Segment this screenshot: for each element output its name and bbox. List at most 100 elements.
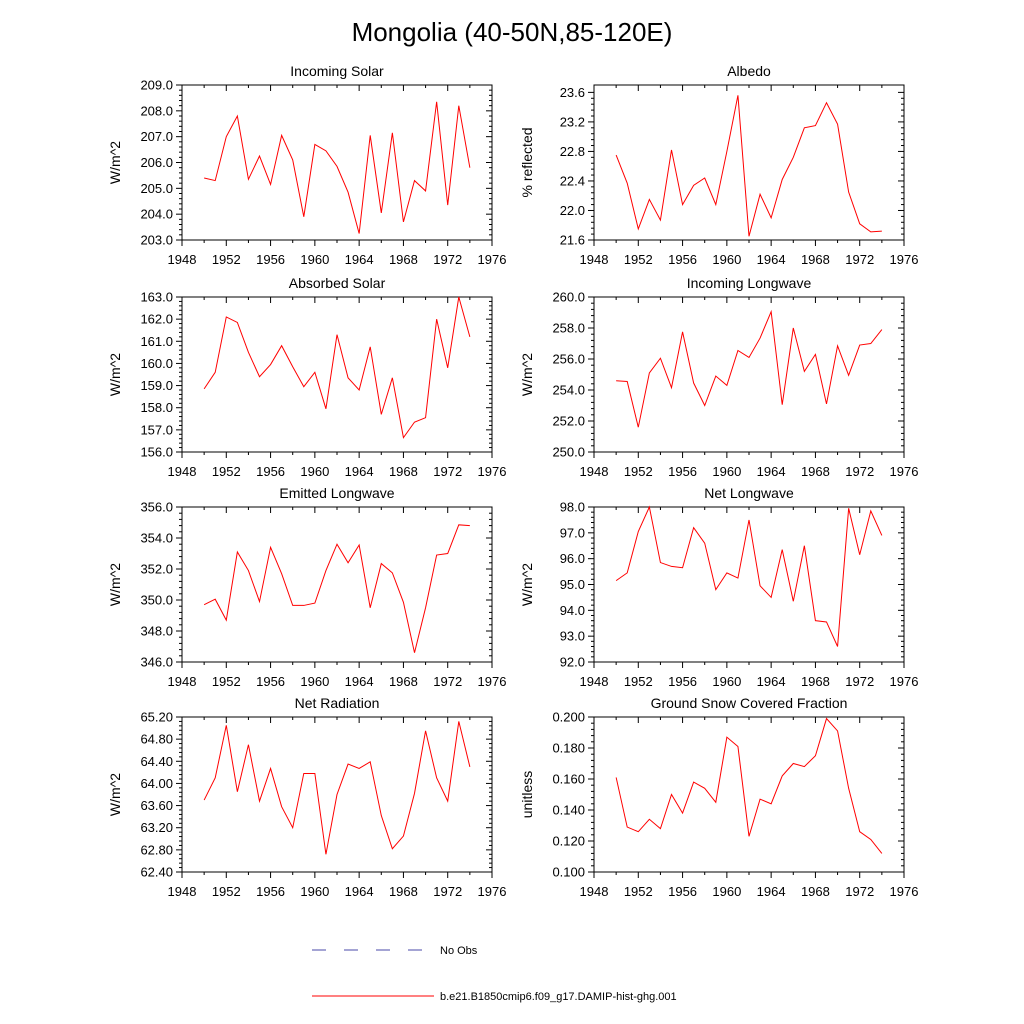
panel-title: Albedo — [727, 63, 771, 79]
y-tick-label: 94.0 — [560, 603, 585, 618]
x-tick-label: 1968 — [389, 464, 418, 479]
x-tick-label: 1968 — [801, 252, 830, 267]
series-line — [616, 309, 883, 428]
x-tick-label: 1976 — [890, 252, 919, 267]
y-tick-label: 160.0 — [140, 356, 173, 371]
y-tick-label: 254.0 — [552, 383, 585, 398]
x-tick-label: 1948 — [580, 884, 609, 899]
legend-label-no-obs: No Obs — [440, 945, 478, 957]
panel-emitted-longwave: Emitted Longwave W/m^2 1948 1952 1956 1960 196… — [107, 485, 506, 689]
y-tick-label: 62.40 — [140, 865, 173, 880]
x-tick-label: 1948 — [168, 884, 197, 899]
x-tick-label: 1964 — [345, 674, 374, 689]
x-tick-label: 1952 — [624, 464, 653, 479]
x-tick-label: 1952 — [624, 884, 653, 899]
y-tick-label: 22.0 — [560, 203, 585, 218]
panel-ground-snow-covered-fraction: Ground Snow Covered Fraction unitless 1948… — [519, 695, 918, 899]
x-tick-label: 1964 — [345, 884, 374, 899]
x-tick-label: 1976 — [478, 674, 507, 689]
y-tick-label: 62.80 — [140, 842, 173, 857]
x-tick-label: 1948 — [580, 464, 609, 479]
x-tick-label: 1956 — [668, 464, 697, 479]
y-axis-label: W/m^2 — [107, 353, 123, 396]
y-tick-label: 0.120 — [552, 834, 585, 849]
figure-title: Mongolia (40-50N,85-120E) — [352, 17, 673, 47]
y-tick-label: 157.0 — [140, 422, 173, 437]
y-tick-label: 205.0 — [140, 181, 173, 196]
x-tick-label: 1972 — [433, 252, 462, 267]
y-tick-label: 65.20 — [140, 710, 173, 725]
y-tick-label: 22.4 — [560, 173, 585, 188]
x-tick-label: 1956 — [256, 252, 285, 267]
x-tick-label: 1952 — [212, 252, 241, 267]
panels: Incoming Solar W/m^2 1948 1952 1956 1960 1964 1… — [107, 63, 918, 899]
y-axis-label: W/m^2 — [519, 353, 535, 396]
x-tick-label: 1972 — [433, 884, 462, 899]
y-tick-label: 208.0 — [140, 103, 173, 118]
y-tick-label: 0.100 — [552, 865, 585, 880]
x-tick-label: 1960 — [300, 464, 329, 479]
y-axis-label: W/m^2 — [519, 563, 535, 606]
panel-net-longwave: Net Longwave W/m^2 1948 1952 1956 1960 1964 196… — [519, 485, 918, 689]
x-tick-label: 1964 — [345, 464, 374, 479]
x-tick-label: 1952 — [624, 674, 653, 689]
panel-title: Net Longwave — [704, 485, 794, 501]
x-tick-label: 1964 — [757, 464, 786, 479]
x-tick-label: 1972 — [845, 674, 874, 689]
x-tick-label: 1948 — [168, 464, 197, 479]
y-tick-label: 207.0 — [140, 129, 173, 144]
y-tick-label: 64.80 — [140, 732, 173, 747]
y-tick-label: 0.140 — [552, 803, 585, 818]
y-tick-label: 252.0 — [552, 414, 585, 429]
x-tick-label: 1952 — [212, 464, 241, 479]
y-tick-label: 354.0 — [140, 531, 173, 546]
series-line — [615, 505, 883, 647]
series-line — [203, 721, 471, 855]
x-tick-label: 1968 — [801, 674, 830, 689]
y-tick-label: 250.0 — [552, 445, 585, 460]
x-tick-label: 1956 — [668, 674, 697, 689]
x-tick-label: 1948 — [168, 252, 197, 267]
x-tick-label: 1972 — [845, 884, 874, 899]
y-tick-label: 158.0 — [140, 400, 173, 415]
y-tick-label: 23.2 — [560, 114, 585, 129]
x-tick-label: 1960 — [712, 252, 741, 267]
x-tick-label: 1968 — [801, 884, 830, 899]
y-tick-label: 258.0 — [552, 321, 585, 336]
y-tick-label: 350.0 — [140, 593, 173, 608]
y-tick-label: 163.0 — [140, 290, 173, 305]
x-tick-label: 1976 — [890, 884, 919, 899]
y-tick-label: 206.0 — [140, 155, 173, 170]
x-tick-label: 1976 — [890, 674, 919, 689]
y-tick-label: 93.0 — [560, 629, 585, 644]
x-tick-label: 1956 — [256, 464, 285, 479]
x-tick-label: 1976 — [478, 252, 507, 267]
panel-title: Net Radiation — [295, 695, 380, 711]
y-tick-label: 348.0 — [140, 624, 173, 639]
panel-title: Incoming Solar — [290, 63, 384, 79]
x-tick-label: 1948 — [168, 674, 197, 689]
y-tick-label: 346.0 — [140, 655, 173, 670]
plot-frame — [181, 84, 493, 241]
y-tick-label: 0.200 — [552, 710, 585, 725]
series-line — [203, 296, 471, 439]
legend: No Obs b.e21.B1850cmip6.f09_g17.DAMIP-hi… — [312, 945, 677, 1003]
y-axis-label: W/m^2 — [107, 141, 123, 184]
x-tick-label: 1964 — [757, 674, 786, 689]
y-tick-label: 0.160 — [552, 772, 585, 787]
x-tick-label: 1952 — [624, 252, 653, 267]
y-tick-label: 21.6 — [560, 233, 585, 248]
series-line — [615, 95, 882, 237]
x-tick-label: 1952 — [212, 674, 241, 689]
y-tick-label: 203.0 — [140, 233, 173, 248]
x-tick-label: 1972 — [845, 464, 874, 479]
x-tick-label: 1948 — [580, 252, 609, 267]
panel-net-radiation: Net Radiation W/m^2 1948 1952 1956 1960 1964 19… — [107, 695, 506, 899]
y-tick-label: 260.0 — [552, 290, 585, 305]
y-tick-label: 204.0 — [140, 207, 173, 222]
y-tick-label: 156.0 — [140, 445, 173, 460]
y-tick-label: 64.40 — [140, 754, 173, 769]
plot-frame — [593, 506, 905, 663]
y-tick-label: 63.20 — [140, 820, 173, 835]
panel-albedo: Albedo % reflected 1948 1952 1956 1960 1964 196… — [519, 63, 918, 267]
